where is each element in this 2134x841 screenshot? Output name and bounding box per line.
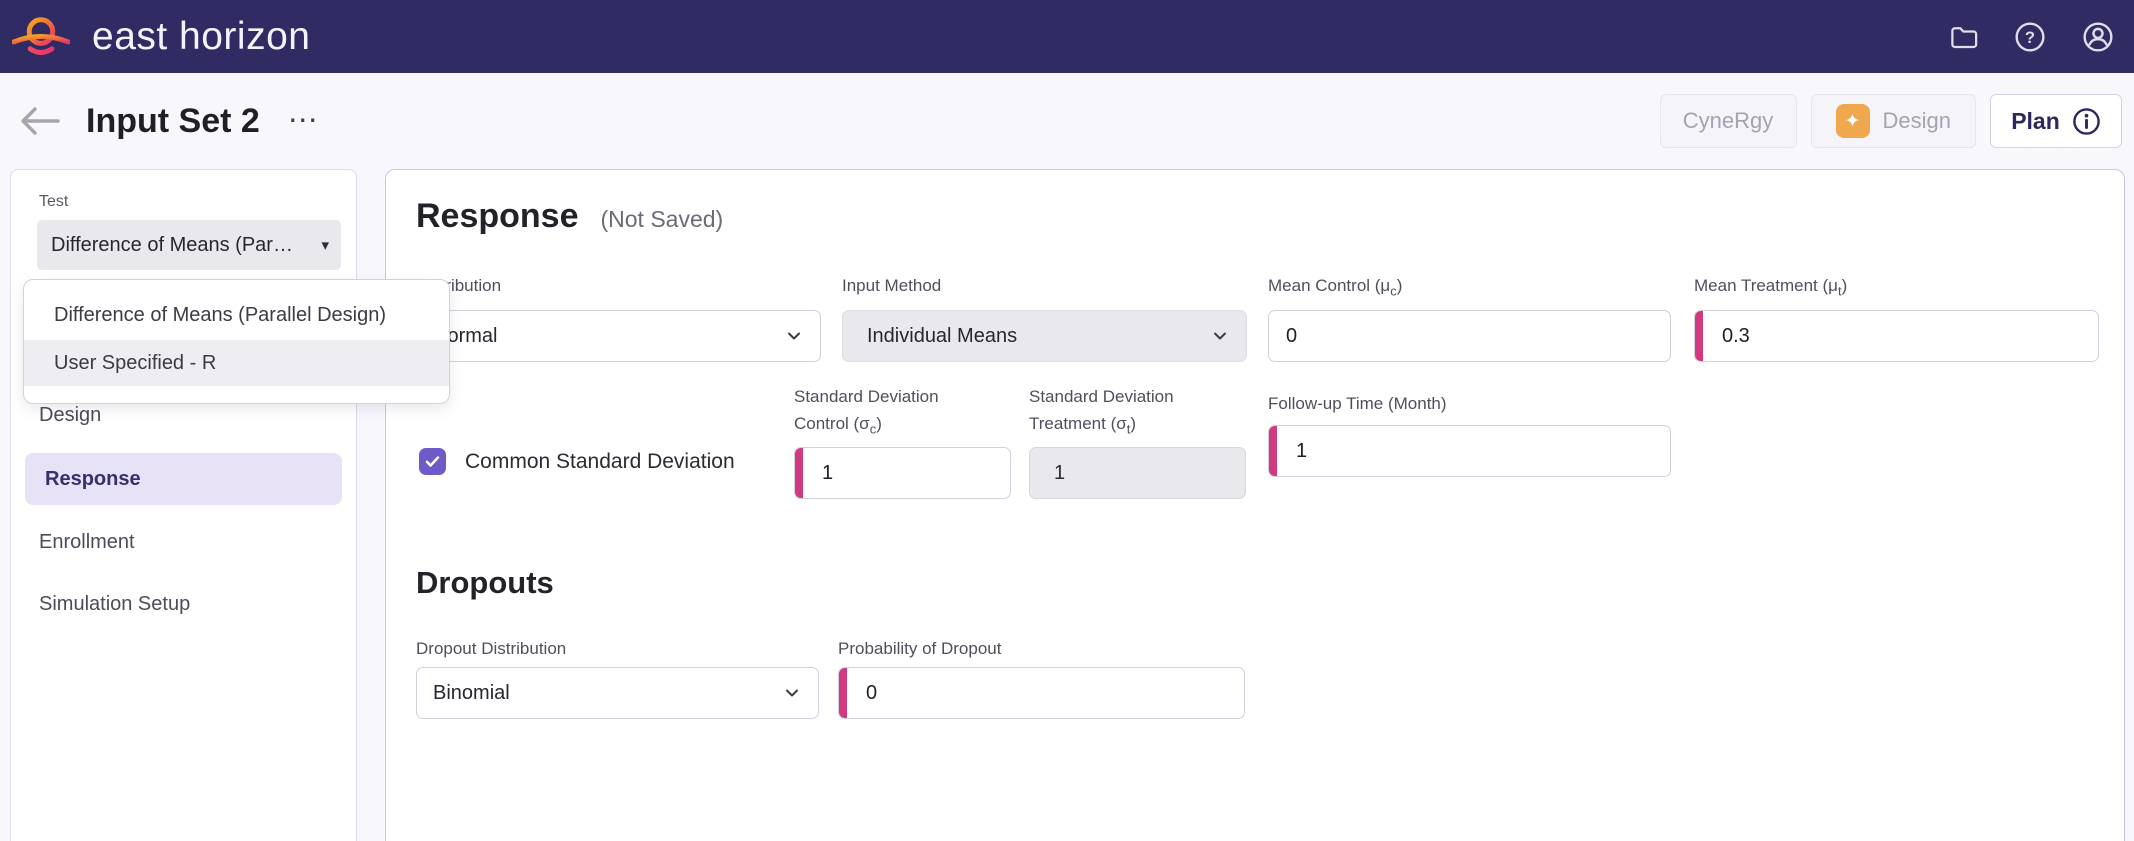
sd-treatment-label: Standard Deviation Treatment (σt) <box>1029 387 1174 437</box>
mean-control-input[interactable] <box>1268 310 1671 362</box>
caret-down-icon: ▾ <box>321 237 329 254</box>
distribution-select[interactable]: Normal <box>416 310 821 362</box>
brand-name: east horizon <box>92 14 311 58</box>
dropout-distribution-select[interactable]: Binomial <box>416 667 819 719</box>
response-panel: Response (Not Saved) Distribution Input … <box>385 169 2125 841</box>
test-select-dropdown-menu: Difference of Means (Parallel Design) Us… <box>23 279 450 404</box>
folder-icon[interactable] <box>1948 22 1978 52</box>
followup-time-field <box>1268 425 1671 477</box>
dropout-distribution-label: Dropout Distribution <box>416 639 567 658</box>
help-icon[interactable]: ? <box>2014 21 2046 53</box>
followup-time-input[interactable] <box>1268 425 1671 477</box>
svg-text:?: ? <box>2025 27 2035 46</box>
chevron-down-icon <box>1214 332 1226 340</box>
brand: east horizon <box>12 13 310 61</box>
more-options-icon[interactable]: ⋯ <box>287 104 318 137</box>
sd-treatment-input <box>1029 447 1246 499</box>
chevron-down-icon <box>788 332 800 340</box>
common-sd-label: Common Standard Deviation <box>465 449 735 473</box>
common-sd-row: Common Standard Deviation <box>419 448 735 475</box>
mean-treatment-input[interactable] <box>1694 310 2099 362</box>
section-heading: Response <box>416 197 579 235</box>
page-header: Input Set 2 ⋯ CyneRgy ✦ Design Plan <box>0 73 2134 169</box>
test-select[interactable]: Difference of Means (Parallel Design) ▾ <box>37 220 341 270</box>
sidebar-item-response[interactable]: Response <box>25 453 342 505</box>
info-icon <box>2072 107 2100 135</box>
chevron-down-icon <box>786 689 798 697</box>
check-icon <box>425 456 440 467</box>
sd-control-field <box>794 447 1011 499</box>
plan-button[interactable]: Plan <box>1990 94 2122 148</box>
test-select-value: Difference of Means (Parallel Design) <box>51 233 299 256</box>
followup-time-label: Follow-up Time (Month) <box>1268 394 1447 413</box>
input-method-label: Input Method <box>842 276 942 295</box>
design-button[interactable]: ✦ Design <box>1810 94 1976 148</box>
mean-control-field <box>1268 310 1671 362</box>
input-method-select[interactable]: Individual Means <box>842 310 1247 362</box>
mean-treatment-field <box>1694 310 2099 362</box>
mean-treatment-label: Mean Treatment (μt) <box>1694 276 1848 299</box>
design-sparkle-icon: ✦ <box>1835 104 1870 138</box>
sidebar-item-simulation-setup[interactable]: Simulation Setup <box>39 593 191 615</box>
sd-control-input[interactable] <box>794 447 1011 499</box>
probability-of-dropout-label: Probability of Dropout <box>838 639 1002 658</box>
dropdown-option-user-specified-r[interactable]: User Specified - R <box>24 340 449 386</box>
not-saved-status: (Not Saved) <box>600 206 724 232</box>
back-arrow-button[interactable] <box>16 104 62 138</box>
sidebar-item-design[interactable]: Design <box>39 404 102 426</box>
sd-treatment-field <box>1029 447 1246 499</box>
cynergy-button[interactable]: CyneRgy <box>1659 94 1797 148</box>
topbar-actions: ? <box>1948 21 2120 53</box>
dropouts-heading: Dropouts <box>416 565 554 600</box>
account-icon[interactable] <box>2082 21 2114 53</box>
test-label: Test <box>39 193 69 210</box>
east-horizon-logo-icon <box>12 16 70 55</box>
sd-control-label: Standard Deviation Control (σc) <box>794 387 939 437</box>
dropdown-option-difference-of-means[interactable]: Difference of Means (Parallel Design) <box>54 303 387 326</box>
page-title: Input Set 2 <box>86 101 260 140</box>
mean-control-label: Mean Control (μc) <box>1268 276 1403 299</box>
probability-of-dropout-input[interactable] <box>838 667 1245 719</box>
top-navbar: east horizon ? <box>0 0 2134 73</box>
common-sd-checkbox[interactable] <box>419 448 446 475</box>
sidebar: Test Difference of Means (Parallel Desig… <box>10 169 357 841</box>
sidebar-item-enrollment[interactable]: Enrollment <box>39 531 135 553</box>
probability-of-dropout-field <box>838 667 1245 719</box>
